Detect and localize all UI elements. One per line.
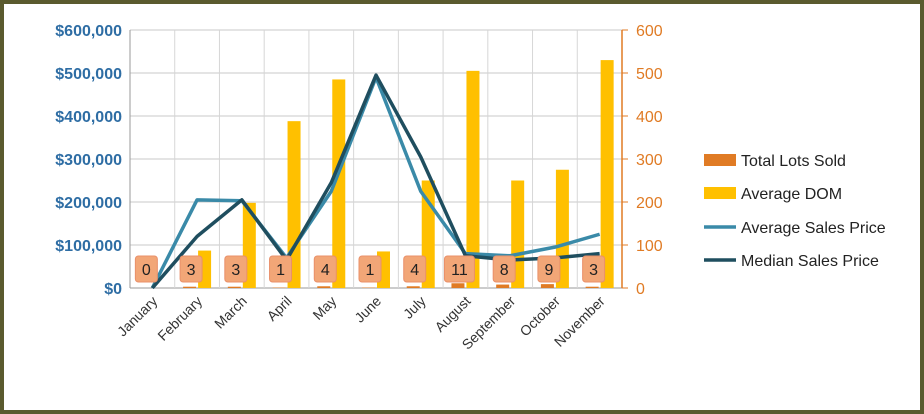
data-label-box bbox=[492, 255, 516, 283]
bar-average-dom bbox=[332, 79, 346, 288]
right-tick-label: 300 bbox=[636, 152, 663, 169]
axes: $0 0 $100,000 100 $200,000 200 $300,000 300 $400… bbox=[55, 23, 663, 353]
data-label: 8 bbox=[500, 262, 509, 279]
left-tick-label: $300,000 bbox=[55, 152, 122, 169]
x-tick-label: August bbox=[431, 293, 473, 335]
series-lines bbox=[150, 73, 601, 290]
data-label: 9 bbox=[544, 262, 553, 279]
right-tick-label: 500 bbox=[636, 66, 663, 83]
x-tick-label: April bbox=[264, 293, 295, 324]
bar-average-dom bbox=[466, 70, 480, 288]
data-label: 3 bbox=[589, 262, 598, 279]
legend-label: Total Lots Sold bbox=[741, 153, 846, 170]
legend-swatch bbox=[704, 154, 736, 166]
bar-total-lots-sold bbox=[540, 284, 554, 288]
data-label-box bbox=[269, 255, 293, 283]
left-tick-label: $0 bbox=[104, 281, 122, 298]
data-label-box bbox=[224, 255, 248, 283]
x-tick-label: May bbox=[309, 293, 339, 323]
data-label: 0 bbox=[142, 262, 151, 279]
bar-total-lots-sold bbox=[406, 286, 420, 288]
data-label-box bbox=[358, 255, 382, 283]
left-tick-label: $500,000 bbox=[55, 66, 122, 83]
data-label: 1 bbox=[366, 262, 375, 279]
data-label: 3 bbox=[231, 262, 240, 279]
data-label: 4 bbox=[321, 262, 330, 279]
x-tick-label: June bbox=[351, 293, 384, 326]
data-labels: 0 3 3 1 4 1 4 11 8 9 3 bbox=[134, 255, 606, 283]
x-tick-label: July bbox=[400, 293, 429, 322]
data-label: 3 bbox=[187, 262, 196, 279]
legend-swatch bbox=[704, 187, 736, 199]
bar-average-dom bbox=[600, 60, 614, 288]
left-tick-label: $200,000 bbox=[55, 195, 122, 212]
x-tick-label: February bbox=[154, 293, 205, 344]
data-label-box bbox=[403, 255, 427, 283]
legend: Total Lots Sold Average DOM Average Sales … bbox=[704, 153, 886, 270]
x-tick-label: March bbox=[211, 293, 250, 332]
legend-label: Average DOM bbox=[741, 186, 842, 203]
bar-total-lots-sold bbox=[451, 283, 465, 288]
data-label-box bbox=[537, 255, 561, 283]
data-label-box bbox=[582, 255, 606, 283]
left-tick-label: $400,000 bbox=[55, 109, 122, 126]
right-tick-label: 400 bbox=[636, 109, 663, 126]
bar-total-lots-sold bbox=[585, 286, 599, 288]
left-tick-label: $100,000 bbox=[55, 238, 122, 255]
line-median-sales-price bbox=[151, 73, 600, 290]
data-label-box bbox=[134, 255, 158, 283]
bar-total-lots-sold bbox=[227, 286, 241, 288]
data-label: 11 bbox=[451, 262, 468, 279]
data-label: 1 bbox=[276, 262, 285, 279]
bar-total-lots-sold bbox=[317, 286, 331, 288]
bar-total-lots-sold bbox=[496, 284, 510, 288]
legend-label: Median Sales Price bbox=[741, 253, 879, 270]
bar-total-lots-sold bbox=[183, 286, 197, 288]
right-tick-label: 100 bbox=[636, 238, 663, 255]
data-label: 4 bbox=[410, 262, 419, 279]
legend-label: Average Sales Price bbox=[741, 220, 886, 237]
right-tick-label: 200 bbox=[636, 195, 663, 212]
data-label-box bbox=[443, 255, 475, 283]
data-label-box bbox=[179, 255, 203, 283]
right-tick-label: 600 bbox=[636, 23, 663, 40]
right-tick-label: 0 bbox=[636, 281, 645, 298]
left-tick-label: $600,000 bbox=[55, 23, 122, 40]
data-label-box bbox=[313, 255, 337, 283]
bar-average-dom bbox=[287, 121, 301, 288]
